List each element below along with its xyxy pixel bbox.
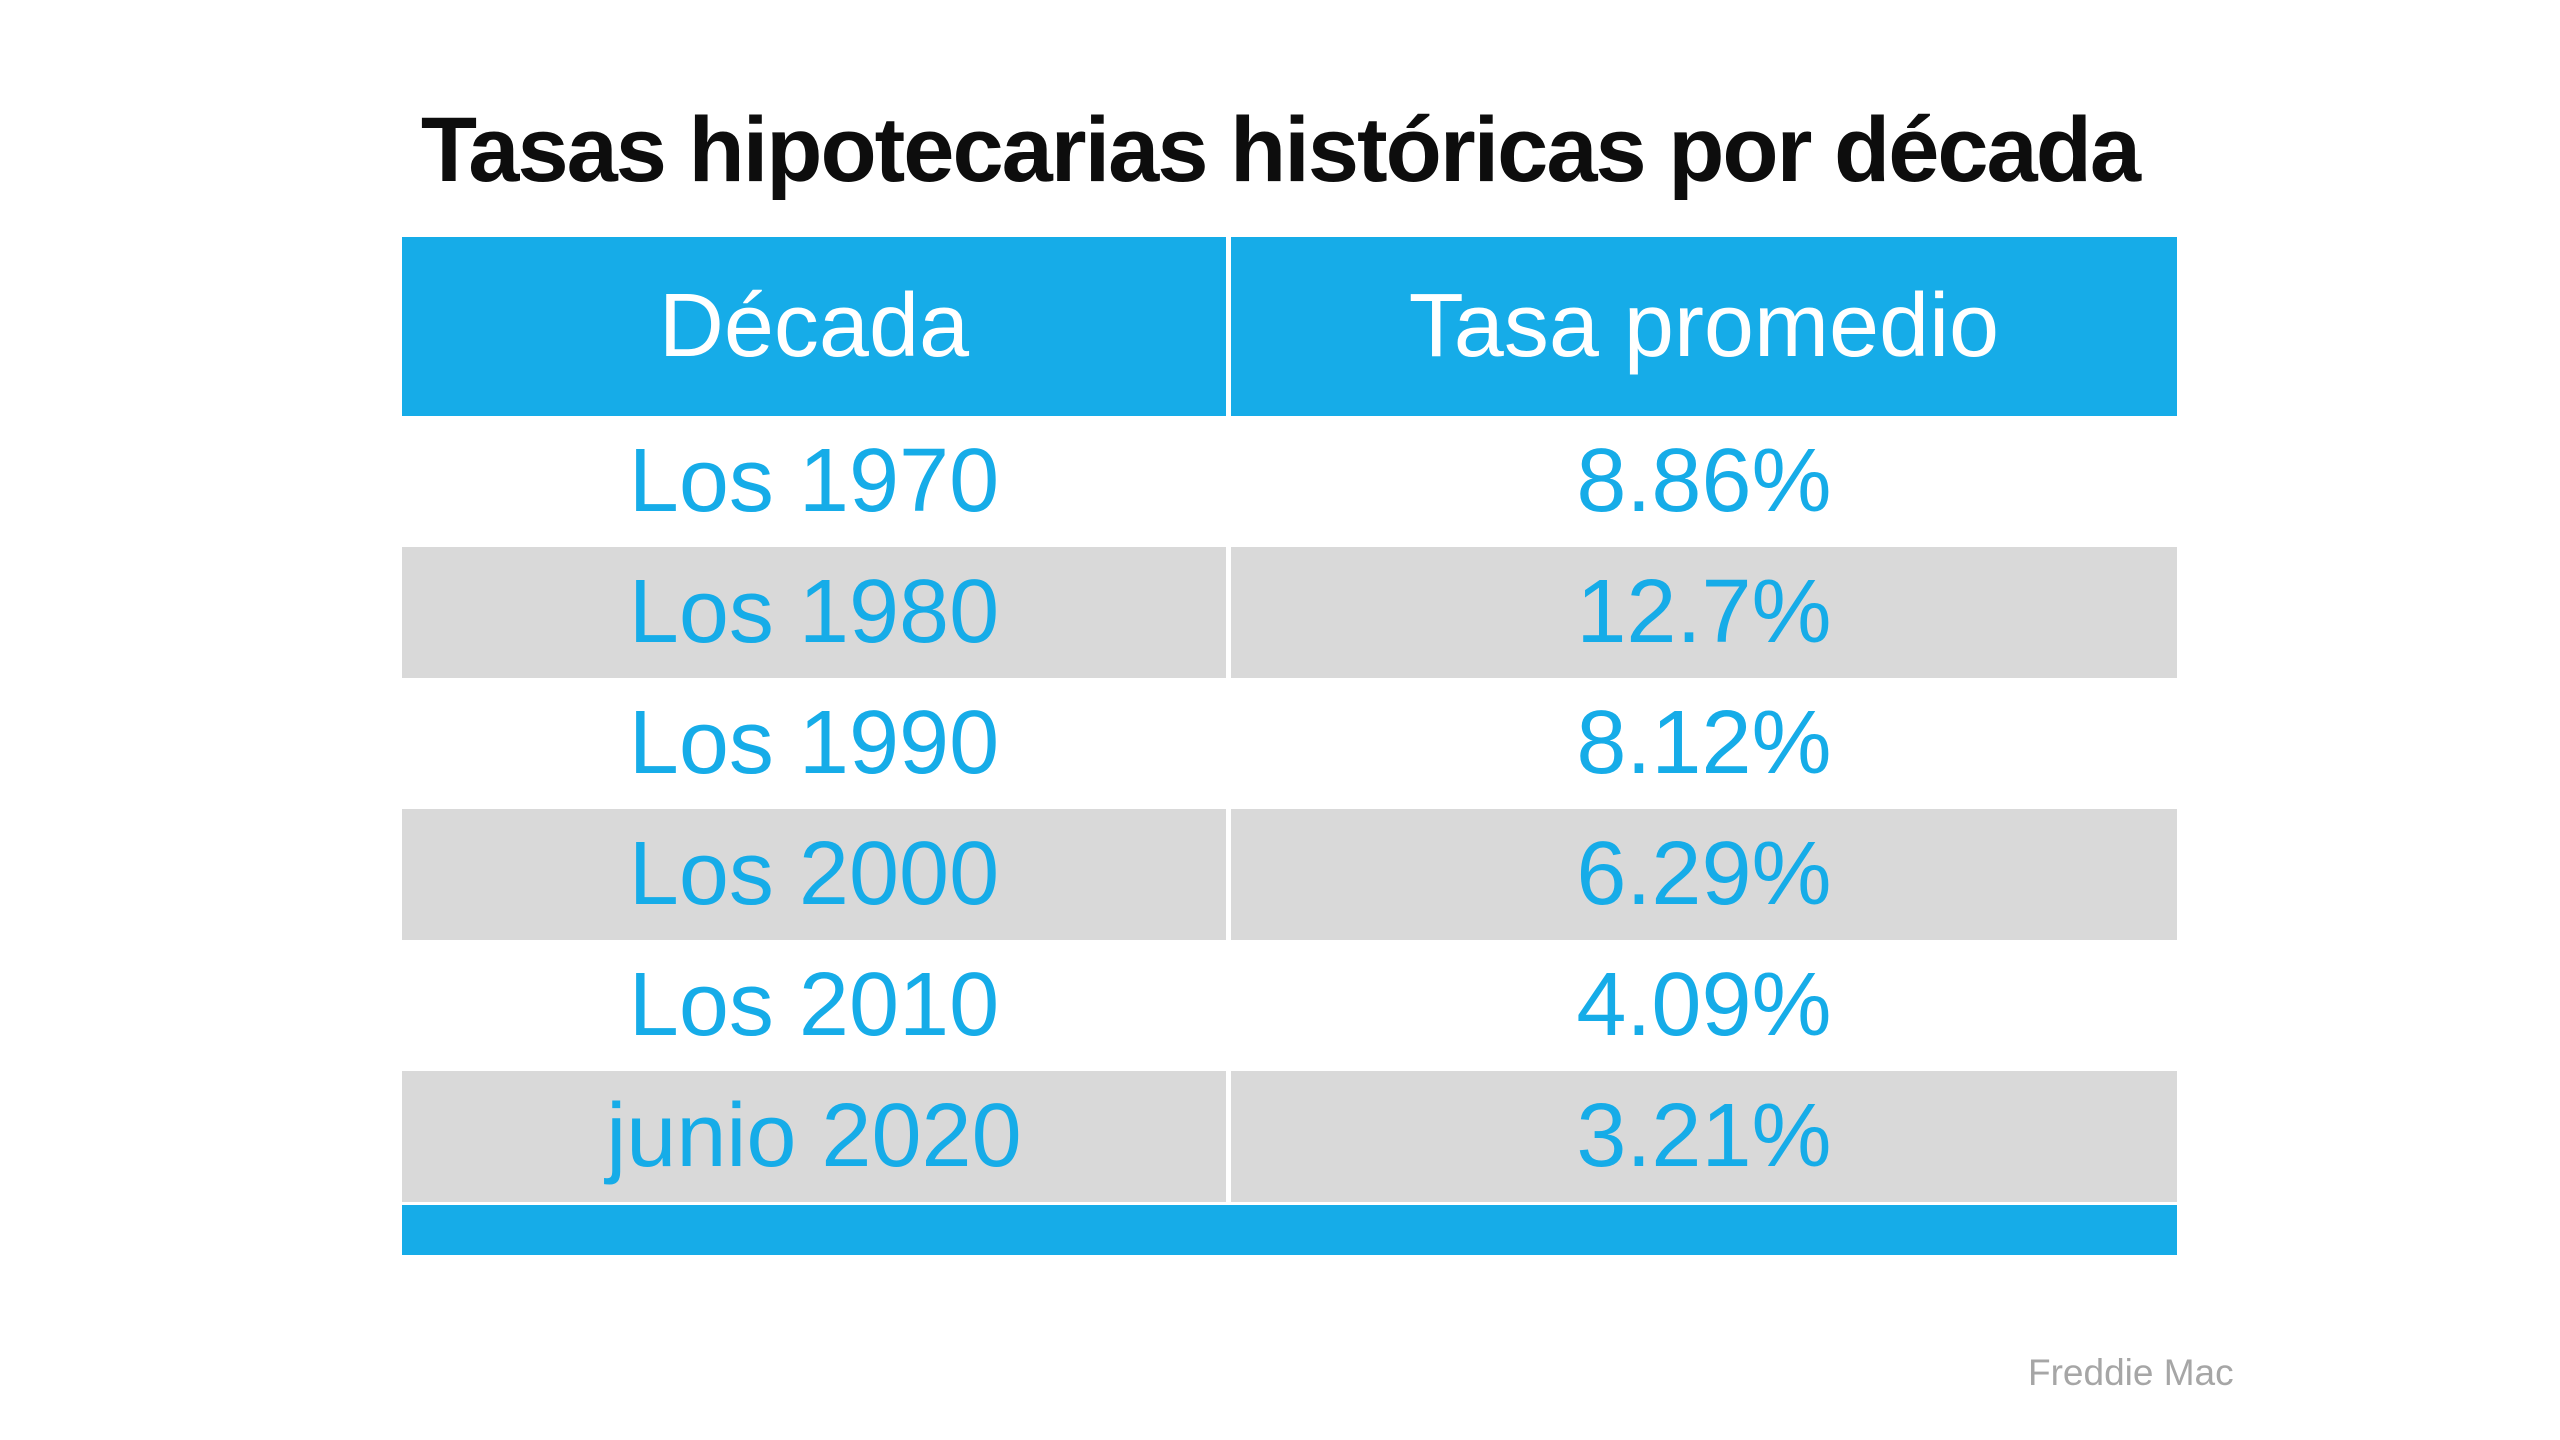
cell-decade: Los 2000	[402, 809, 1231, 940]
table-row: Los 1990 8.12%	[402, 678, 2177, 809]
table-row: Los 2010 4.09%	[402, 940, 2177, 1071]
rates-table: Década Tasa promedio Los 1970 8.86% Los …	[402, 237, 2177, 1255]
cell-decade: Los 1990	[402, 678, 1231, 809]
table-row: Los 1970 8.86%	[402, 416, 2177, 547]
cell-decade: Los 2010	[402, 940, 1231, 1071]
table-row: junio 2020 3.21%	[402, 1071, 2177, 1202]
cell-decade: junio 2020	[402, 1071, 1231, 1202]
cell-rate: 6.29%	[1576, 824, 1832, 924]
cell-rate: 3.21%	[1576, 1086, 1832, 1186]
cell-rate: 12.7%	[1576, 562, 1832, 662]
cell-decade: Los 1980	[402, 547, 1231, 678]
table-row: Los 2000 6.29%	[402, 809, 2177, 940]
cell-rate: 8.12%	[1576, 693, 1832, 793]
cell-decade: Los 1970	[402, 416, 1231, 547]
source-attribution: Freddie Mac	[2028, 1352, 2234, 1393]
table-header-row: Década Tasa promedio	[402, 237, 2177, 416]
table-row: Los 1980 12.7%	[402, 547, 2177, 678]
cell-rate: 4.09%	[1576, 955, 1832, 1055]
column-header-rate: Tasa promedio	[1408, 276, 2000, 376]
table-bottom-bar	[402, 1205, 2177, 1255]
cell-rate: 8.86%	[1576, 431, 1832, 531]
page-title: Tasas hipotecarias históricas por década	[420, 99, 2141, 201]
column-header-decade: Década	[402, 237, 1231, 416]
